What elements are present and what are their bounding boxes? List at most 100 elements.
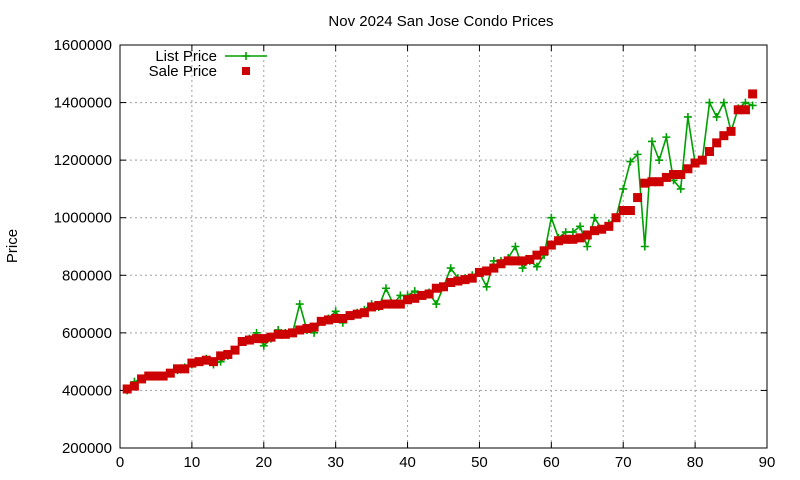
sale-price-point (424, 289, 434, 299)
sale-price-point (410, 293, 420, 303)
sale-price-point (503, 256, 513, 266)
list-price-point (331, 307, 340, 316)
list-price-point (489, 256, 498, 265)
sale-price-point (252, 334, 262, 344)
sale-price-point (359, 308, 369, 318)
y-tick-label: 200000 (62, 440, 112, 457)
sale-price-point (647, 177, 657, 187)
list-price-point (719, 98, 728, 107)
list-price-point (655, 156, 664, 165)
sale-price-point (510, 256, 520, 266)
list-price-point (626, 157, 635, 166)
x-tick-label: 10 (184, 454, 201, 471)
sale-price-point (331, 313, 341, 323)
list-price-point (576, 222, 585, 231)
sale-price-point (165, 368, 175, 378)
sale-price-point (618, 206, 628, 216)
list-price-point (482, 282, 491, 291)
list-price-point (748, 101, 757, 110)
sale-price-point (403, 295, 413, 305)
y-tick-label: 1000000 (54, 210, 112, 227)
legend-marker-list-price (242, 52, 250, 60)
legend: List Price Sale Price (149, 48, 267, 80)
sale-price-point (604, 221, 614, 231)
sale-price-point (194, 357, 204, 367)
list-price-point (633, 150, 642, 159)
sale-price-point (295, 325, 305, 335)
sale-price-point (704, 147, 714, 157)
sale-price-point (280, 329, 290, 339)
sale-price-point (453, 276, 463, 286)
list-price-point (511, 242, 520, 251)
list-price-point (583, 242, 592, 251)
list-price-point (381, 284, 390, 293)
sale-price-point (230, 345, 240, 355)
list-price-point (662, 133, 671, 142)
sale-price-point (259, 334, 269, 344)
sale-price-point (467, 273, 477, 283)
sale-price-point (683, 164, 693, 174)
list-price-point (712, 112, 721, 121)
y-axis-label: Price (4, 229, 21, 263)
sale-price-point (611, 213, 621, 223)
sale-price-point (122, 384, 132, 394)
sale-price-point (482, 266, 492, 276)
x-tick-label: 40 (399, 454, 416, 471)
x-tick-label: 80 (687, 454, 704, 471)
sale-price-point (151, 371, 161, 381)
list-price-point (259, 341, 268, 350)
sale-price-point (633, 193, 643, 203)
x-tick-label: 30 (327, 454, 344, 471)
sale-price-point (561, 234, 571, 244)
sale-price-point (446, 277, 456, 287)
list-price-point (676, 184, 685, 193)
sale-price-point (173, 364, 183, 374)
sale-price-point (273, 329, 283, 339)
sale-price-point (309, 322, 319, 332)
sale-price-point (676, 170, 686, 180)
sale-price-point (208, 357, 218, 367)
list-price-point (619, 184, 628, 193)
sale-price-point (431, 283, 441, 293)
sale-price-point (180, 364, 190, 374)
list-price-point (547, 213, 556, 222)
list-price-point (640, 242, 649, 251)
sale-price-point (367, 302, 377, 312)
sale-price-point (474, 267, 484, 277)
sale-price-point (654, 177, 664, 187)
y-tick-label: 600000 (62, 325, 112, 342)
legend-marker-sale-price (242, 67, 250, 75)
list-price-point (432, 300, 441, 309)
sale-price-point (697, 155, 707, 165)
series-line-list-price (126, 99, 753, 391)
plot-frame (119, 44, 768, 449)
y-tick-label: 400000 (62, 382, 112, 399)
sale-price-point (381, 299, 391, 309)
sale-price-point (748, 89, 758, 99)
sale-price-point (575, 233, 585, 243)
list-price-point (561, 228, 570, 237)
sale-price-point (518, 256, 528, 266)
list-price-point (705, 98, 714, 107)
sale-price-point (661, 172, 671, 182)
x-tick-label: 60 (543, 454, 560, 471)
sale-price-point (137, 374, 147, 384)
y-tick-label: 1600000 (54, 37, 112, 54)
sale-price-point (712, 138, 722, 148)
sale-price-point (288, 328, 298, 338)
sale-price-point (302, 324, 312, 334)
sale-price-point (216, 351, 226, 361)
sale-price-point (187, 358, 197, 368)
sale-price-point (525, 254, 535, 264)
sale-price-point (237, 336, 247, 346)
sale-price-point (726, 126, 736, 136)
sale-price-point (539, 246, 549, 256)
list-price-point (647, 137, 656, 146)
sale-price-point (733, 105, 743, 115)
x-tick-label: 0 (116, 454, 124, 471)
y-tick-label: 1200000 (54, 152, 112, 169)
list-price-point (410, 287, 419, 296)
list-price-point (590, 213, 599, 222)
list-price-point (568, 228, 577, 237)
